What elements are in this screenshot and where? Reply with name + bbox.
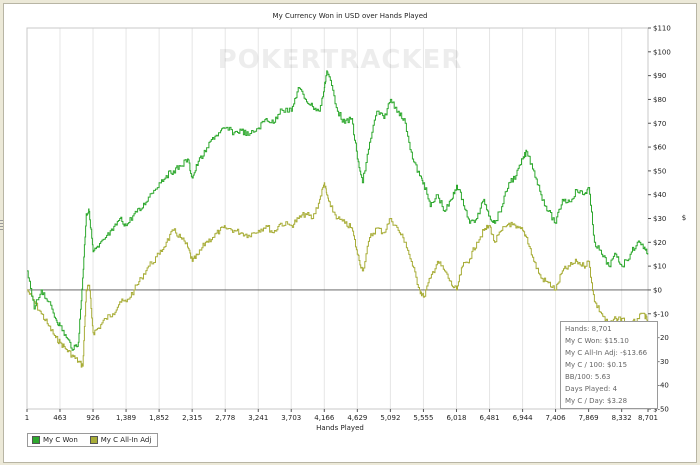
tooltip-line: Hands: 8,701 — [565, 325, 612, 333]
series-layer — [27, 70, 649, 368]
tooltip-line: My C / Day: $3.28 — [565, 397, 628, 405]
x-tick-label: 1 — [25, 414, 29, 422]
x-tick-label: 2,778 — [215, 414, 235, 422]
y-tick-label: $90 — [653, 72, 666, 80]
tooltip-line: My C Won: $15.10 — [565, 337, 629, 345]
y-tick-label: $20 — [653, 239, 666, 247]
legend-swatch — [32, 436, 40, 444]
y-tick-label: $-20 — [653, 334, 669, 342]
y-tick-label: $100 — [653, 48, 671, 56]
y-tick-label: $-10 — [653, 310, 669, 318]
x-tick-label: 6,481 — [480, 414, 500, 422]
series-line-0 — [27, 70, 649, 351]
tooltip-line: Days Played: 4 — [565, 385, 618, 393]
x-tick-label: 1,852 — [149, 414, 169, 422]
tooltip-line: BB/100: 5.63 — [565, 373, 611, 381]
x-axis-ticks: 1 463 926 1,389 1,852 2,315 2,778 3,241 3,703 4,1… — [25, 409, 658, 422]
y-axis-label: $ — [682, 214, 686, 222]
legend-label: My C Won — [43, 436, 78, 444]
x-tick-label: 4,629 — [347, 414, 367, 422]
y-tick-label: $10 — [653, 263, 666, 271]
y-tick-label: $60 — [653, 144, 666, 152]
x-tick-label: 5,092 — [380, 414, 400, 422]
legend-item-won[interactable]: My C Won — [32, 436, 78, 444]
x-tick-label: 7,406 — [546, 414, 567, 422]
chart-legend: My C Won My C All-In Adj — [27, 433, 159, 447]
stats-tooltip: Hands: 8,701 My C Won: $15.10 My C All-I… — [560, 321, 658, 409]
x-tick-label: 6,018 — [446, 414, 466, 422]
x-tick-label: 463 — [53, 414, 66, 422]
x-tick-label: 8,332 — [612, 414, 632, 422]
y-tick-label: $30 — [653, 215, 666, 223]
tooltip-line: My C All-In Adj: -$13.66 — [565, 349, 648, 357]
y-axis-ticks: $-50 $-40 $-30 $-20 $-10 $0 $10 $20 $30 $40 $50 $60… — [648, 25, 671, 414]
legend-label: My C All-In Adj — [100, 436, 152, 444]
y-tick-label: $40 — [653, 191, 666, 199]
x-tick-label: 1,389 — [116, 414, 136, 422]
x-axis-label: Hands Played — [316, 424, 364, 432]
x-tick-label: 4,166 — [314, 414, 335, 422]
y-tick-label: $110 — [653, 25, 671, 33]
x-tick-label: 6,944 — [513, 414, 534, 422]
x-tick-label: 8,701 — [638, 414, 658, 422]
y-tick-label: $-50 — [653, 406, 669, 414]
series-line-1 — [27, 182, 649, 368]
legend-item-allin[interactable]: My C All-In Adj — [89, 436, 152, 444]
y-tick-label: $50 — [653, 167, 666, 175]
watermark-logo: POKERTRACKER — [218, 45, 463, 75]
x-tick-label: 5,555 — [413, 414, 433, 422]
legend-swatch — [89, 436, 98, 444]
y-tick-label: $70 — [653, 120, 666, 128]
resize-handle[interactable] — [0, 220, 3, 232]
y-tick-label: $-30 — [653, 358, 669, 366]
x-tick-label: 3,703 — [281, 414, 301, 422]
tooltip-line: My C / 100: $0.15 — [565, 361, 628, 369]
y-tick-label: $0 — [653, 286, 662, 294]
chart-title: My Currency Won in USD over Hands Played — [273, 12, 428, 20]
y-tick-label: $-40 — [653, 382, 669, 390]
y-tick-label: $80 — [653, 96, 666, 104]
x-tick-label: 926 — [86, 414, 100, 422]
x-tick-label: 3,241 — [248, 414, 268, 422]
x-tick-label: 7,869 — [579, 414, 599, 422]
x-tick-label: 2,315 — [182, 414, 202, 422]
